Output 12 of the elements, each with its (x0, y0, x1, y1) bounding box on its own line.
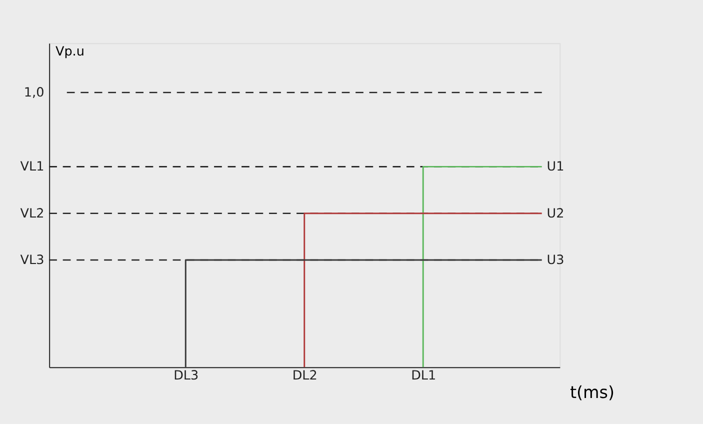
ref-line-label: VL2 (20, 206, 44, 222)
series-label: U3 (546, 252, 564, 268)
ref-line-label: VL3 (20, 252, 44, 268)
y-axis-title: Vp.u (55, 44, 84, 60)
x-tick-label: DL1 (411, 368, 436, 384)
x-axis-title: t(ms) (570, 383, 614, 402)
ref-line-label: VL1 (20, 160, 44, 175)
series-label: 1,0 (24, 85, 44, 100)
series-label: U1 (546, 160, 564, 175)
x-tick-label: DL3 (174, 368, 199, 384)
series-label: U2 (546, 206, 564, 222)
x-tick-label: DL2 (292, 368, 318, 384)
